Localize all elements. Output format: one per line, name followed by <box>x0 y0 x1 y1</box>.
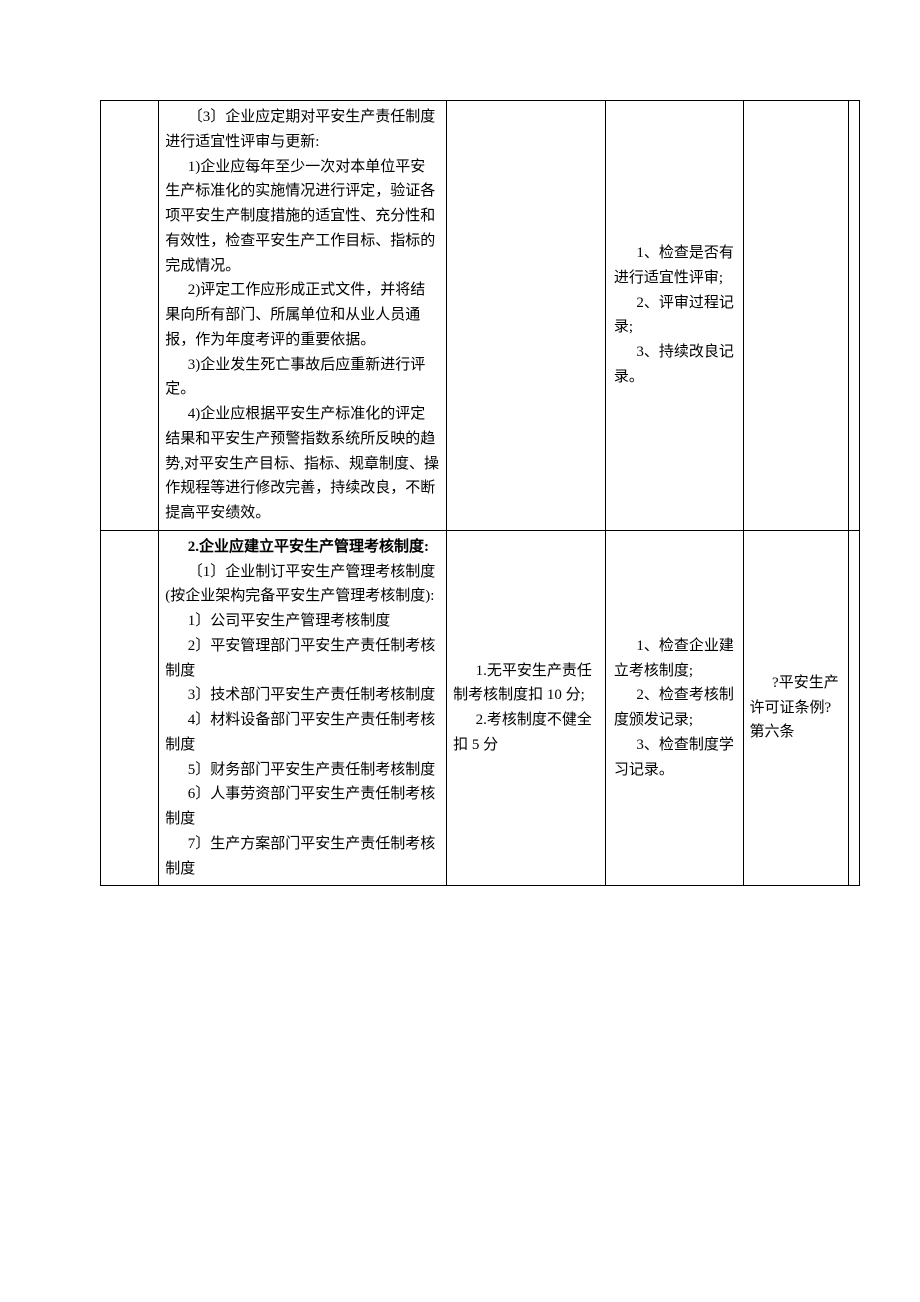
content-line: 1.无平安生产责任制考核制度扣 10 分; <box>453 659 599 709</box>
content-line: 1、检查企业建立考核制度; <box>614 634 737 684</box>
content-line: 6〕人事劳资部门平安生产责任制考核制度 <box>165 782 440 832</box>
content-line: 2.企业应建立平安生产管理考核制度: <box>165 535 440 560</box>
cell-r2-c5: ?平安生产许可证条例?第六条 <box>743 530 849 886</box>
cell-r1-c6 <box>849 101 860 531</box>
content-line: 3、持续改良记录。 <box>614 340 737 390</box>
table-row: 2.企业应建立平安生产管理考核制度: 〔1〕企业制订平安生产管理考核制度(按企业… <box>101 530 860 886</box>
cell-r1-c3 <box>447 101 606 531</box>
content-line: 2、检查考核制度颁发记录; <box>614 683 737 733</box>
content-line: 1、检查是否有进行适宜性评审; <box>614 241 737 291</box>
content-line: 1)企业应每年至少一次对本单位平安生产标准化的实施情况进行评定，验证各项平安生产… <box>165 155 440 279</box>
cell-r1-c1 <box>101 101 159 531</box>
content-line: 2.考核制度不健全扣 5 分 <box>453 708 599 758</box>
cell-r1-c4: 1、检查是否有进行适宜性评审; 2、评审过程记录; 3、持续改良记录。 <box>605 101 743 531</box>
content-line: 〔3〕企业应定期对平安生产责任制度进行适宜性评审与更新: <box>165 105 440 155</box>
table-row: 〔3〕企业应定期对平安生产责任制度进行适宜性评审与更新: 1)企业应每年至少一次… <box>101 101 860 531</box>
cell-r2-c6 <box>849 530 860 886</box>
content-line: 7〕生产方案部门平安生产责任制考核制度 <box>165 832 440 882</box>
content-line: 2)评定工作应形成正式文件，并将结果向所有部门、所属单位和从业人员通报，作为年度… <box>165 278 440 352</box>
content-line: 5〕财务部门平安生产责任制考核制度 <box>165 758 440 783</box>
content-line: 〔1〕企业制订平安生产管理考核制度(按企业架构完备平安生产管理考核制度): <box>165 560 440 610</box>
content-line: 1〕公司平安生产管理考核制度 <box>165 609 440 634</box>
content-line: 3〕技术部门平安生产责任制考核制度 <box>165 683 440 708</box>
content-line: 4)企业应根据平安生产标准化的评定结果和平安生产预警指数系统所反映的趋势,对平安… <box>165 402 440 526</box>
content-line: 3、检查制度学习记录。 <box>614 733 737 783</box>
document-table: 〔3〕企业应定期对平安生产责任制度进行适宜性评审与更新: 1)企业应每年至少一次… <box>100 100 860 886</box>
cell-r2-c4: 1、检查企业建立考核制度; 2、检查考核制度颁发记录; 3、检查制度学习记录。 <box>605 530 743 886</box>
cell-r1-c5 <box>743 101 849 531</box>
cell-r1-c2: 〔3〕企业应定期对平安生产责任制度进行适宜性评审与更新: 1)企业应每年至少一次… <box>159 101 447 531</box>
content-line: 4〕材料设备部门平安生产责任制考核制度 <box>165 708 440 758</box>
cell-r2-c2: 2.企业应建立平安生产管理考核制度: 〔1〕企业制订平安生产管理考核制度(按企业… <box>159 530 447 886</box>
content-line: 2、评审过程记录; <box>614 291 737 341</box>
cell-r2-c3: 1.无平安生产责任制考核制度扣 10 分; 2.考核制度不健全扣 5 分 <box>447 530 606 886</box>
content-line: ?平安生产许可证条例?第六条 <box>750 671 843 745</box>
content-line: 2〕平安管理部门平安生产责任制考核制度 <box>165 634 440 684</box>
content-line: 3)企业发生死亡事故后应重新进行评定。 <box>165 353 440 403</box>
cell-r2-c1 <box>101 530 159 886</box>
